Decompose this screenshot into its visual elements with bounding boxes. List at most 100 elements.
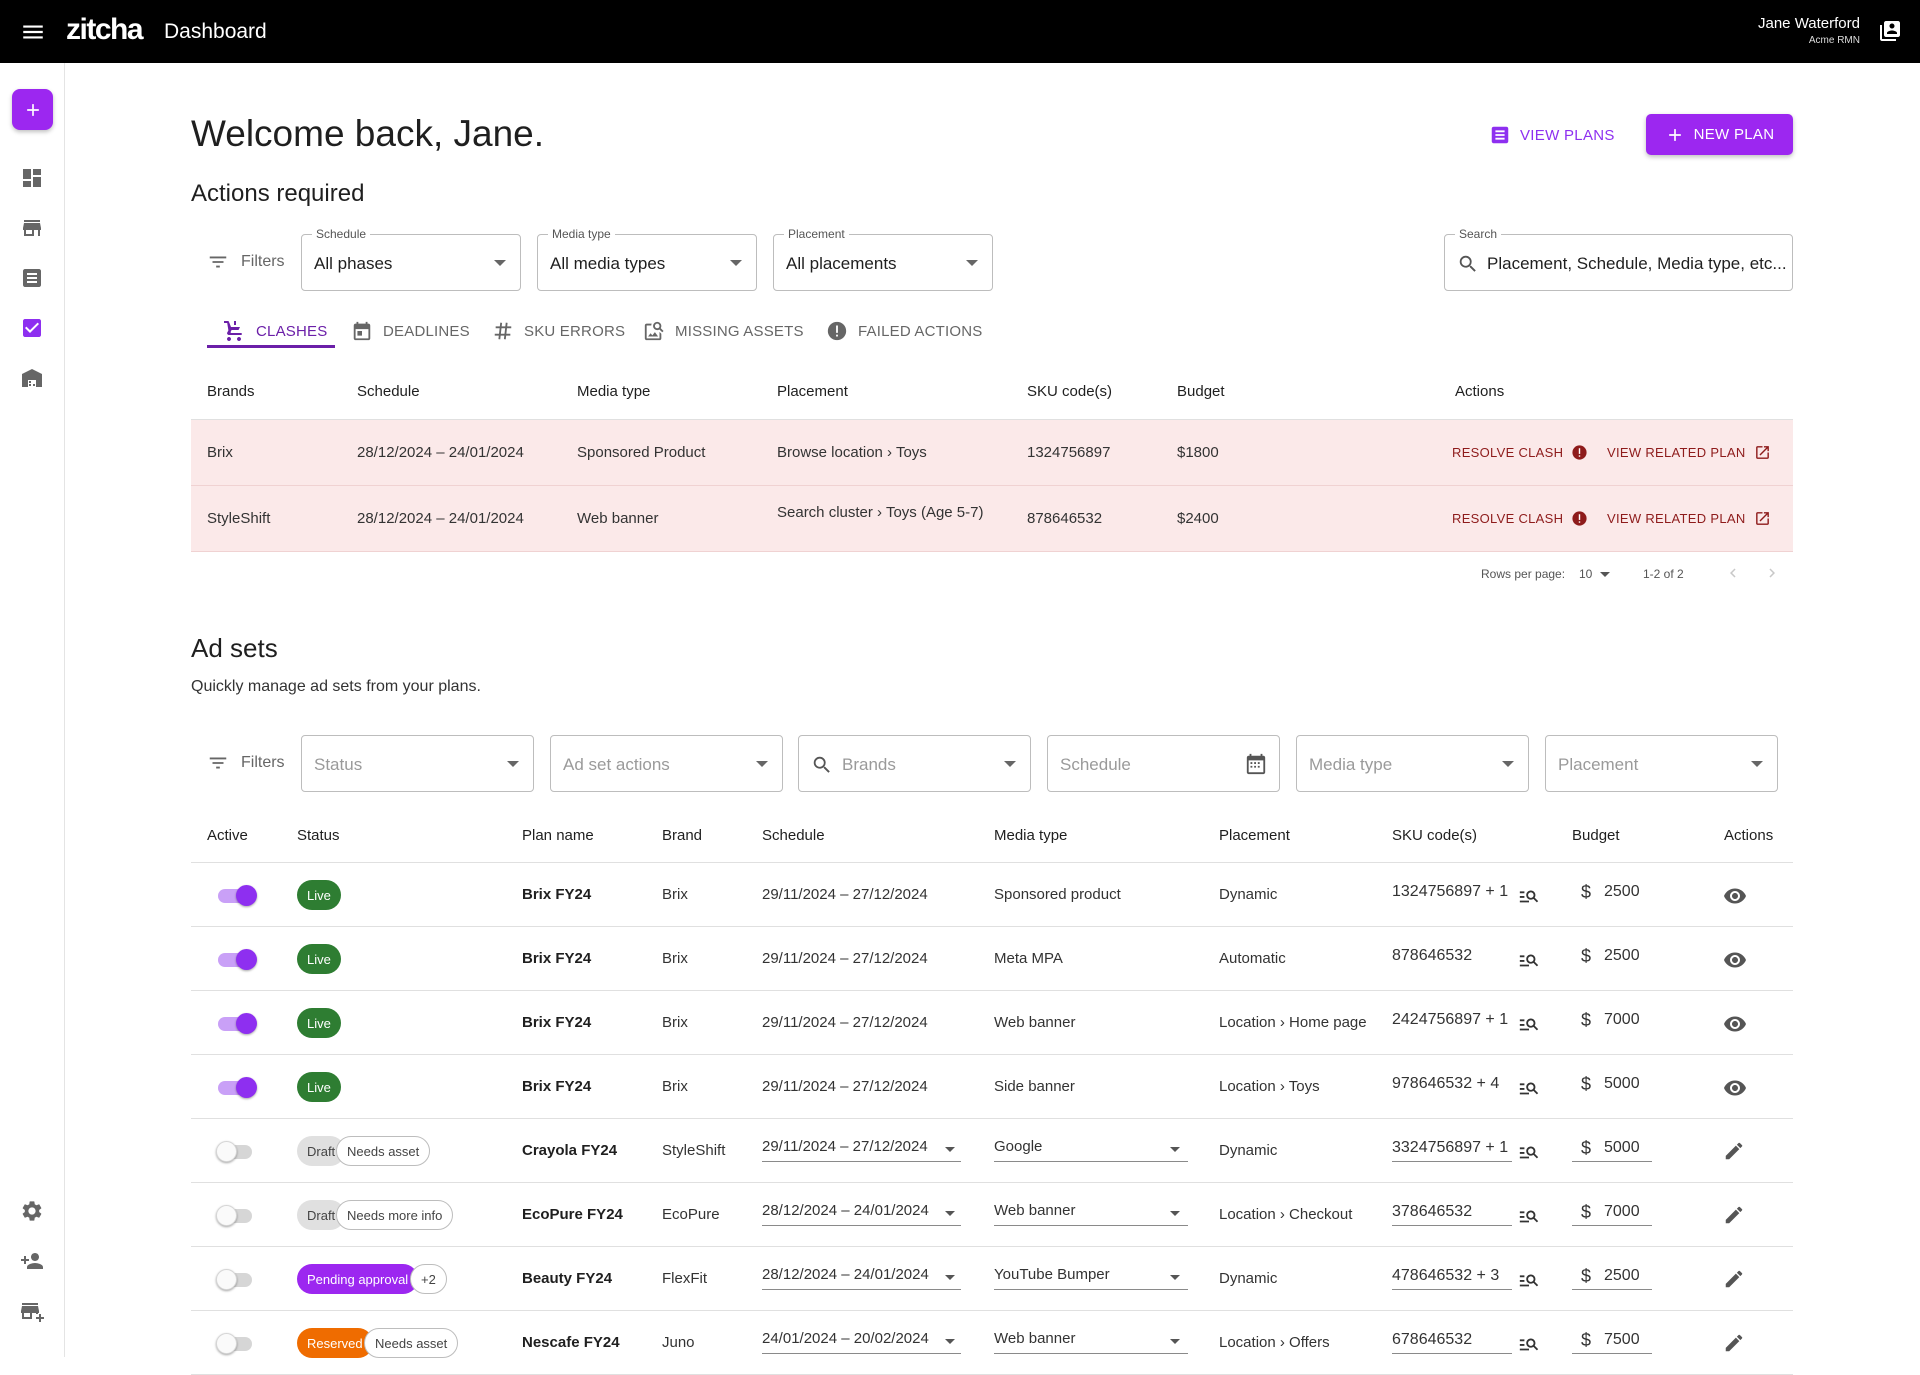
budget-field-underline[interactable] <box>1572 1353 1652 1354</box>
sku-field-underline[interactable] <box>1392 1353 1512 1354</box>
create-fab-button[interactable] <box>12 89 53 130</box>
more-status-chip[interactable]: +2 <box>410 1264 447 1294</box>
schedule-field-underline[interactable] <box>762 1225 961 1226</box>
add-store-icon[interactable] <box>20 1299 44 1323</box>
sku-search-icon[interactable] <box>1518 885 1540 907</box>
row-action[interactable] <box>1723 948 1747 972</box>
sku-field-underline[interactable] <box>1392 1225 1512 1226</box>
sku-search-icon[interactable] <box>1518 1269 1540 1291</box>
sku-search-icon[interactable] <box>1518 1013 1540 1035</box>
schedule-filter[interactable]: Schedule <box>1047 735 1280 792</box>
view-icon[interactable] <box>1723 948 1747 972</box>
placement-filter[interactable]: Placement <box>1545 735 1778 792</box>
tab-sku-errors[interactable]: SKU ERRORS <box>492 314 625 348</box>
rows-per-page-select[interactable]: 10 <box>1579 567 1611 581</box>
prev-page-icon[interactable] <box>1724 564 1742 582</box>
schedule-field-underline[interactable] <box>762 1161 961 1162</box>
tab-deadlines[interactable]: DEADLINES <box>351 314 470 348</box>
row-action[interactable] <box>1723 1012 1747 1036</box>
view-icon[interactable] <box>1723 1076 1747 1100</box>
status-filter[interactable]: Status <box>301 735 534 792</box>
budget-field-underline[interactable] <box>1572 1161 1652 1162</box>
tab-clashes[interactable]: CLASHES <box>222 314 327 348</box>
dashboard-icon[interactable] <box>20 166 44 190</box>
plan-name[interactable]: Crayola FY24 <box>522 1142 618 1159</box>
edit-icon[interactable] <box>1723 1332 1745 1354</box>
user-info[interactable]: Jane Waterford Acme RMN <box>1758 15 1860 46</box>
ad-sets-icon[interactable] <box>20 316 44 340</box>
media-type-select[interactable]: Media type All media types <box>537 227 757 291</box>
currency-symbol: $ <box>1581 882 1592 902</box>
view-related-plan-button[interactable]: VIEW RELATED PLAN <box>1607 444 1771 461</box>
schedule-field-underline[interactable] <box>762 1289 961 1290</box>
active-toggle[interactable] <box>216 883 257 907</box>
placement-select[interactable]: Placement All placements <box>773 227 993 291</box>
new-plan-button[interactable]: NEW PLAN <box>1646 114 1793 155</box>
plan-name[interactable]: Nescafe FY24 <box>522 1334 620 1351</box>
plan-name[interactable]: Brix FY24 <box>522 1014 592 1031</box>
tab-failed-actions[interactable]: FAILED ACTIONS <box>826 314 983 348</box>
settings-icon[interactable] <box>20 1199 44 1223</box>
store-icon[interactable] <box>20 216 44 240</box>
sku-field-underline[interactable] <box>1392 1289 1512 1290</box>
plan-name[interactable]: Brix FY24 <box>522 950 592 967</box>
view-icon[interactable] <box>1723 884 1747 908</box>
edit-icon[interactable] <box>1723 1204 1745 1226</box>
ad-set-actions-filter[interactable]: Ad set actions <box>550 735 783 792</box>
active-toggle[interactable] <box>216 1011 257 1035</box>
dropdown-caret-icon <box>945 1275 955 1280</box>
brands-filter[interactable]: Brands <box>798 735 1031 792</box>
menu-icon[interactable] <box>20 19 46 45</box>
edit-icon[interactable] <box>1723 1268 1745 1290</box>
actions-filters-button[interactable]: Filters <box>207 251 285 273</box>
budget-field-underline[interactable] <box>1572 1225 1652 1226</box>
plan-name[interactable]: Brix FY24 <box>522 886 592 903</box>
media-type-field-underline[interactable] <box>994 1225 1188 1226</box>
active-toggle[interactable] <box>216 947 257 971</box>
schedule-field-underline[interactable] <box>762 1353 961 1354</box>
view-related-plan-button[interactable]: VIEW RELATED PLAN <box>1607 510 1771 527</box>
resolve-clash-button[interactable]: RESOLVE CLASH <box>1452 444 1588 461</box>
sku-search-icon[interactable] <box>1518 1205 1540 1227</box>
sku-search-icon[interactable] <box>1518 949 1540 971</box>
media-type-filter[interactable]: Media type <box>1296 735 1529 792</box>
schedule-select[interactable]: Schedule All phases <box>301 227 521 291</box>
calendar-icon[interactable] <box>1245 753 1267 775</box>
next-page-icon[interactable] <box>1763 564 1781 582</box>
account-icon[interactable] <box>1878 19 1902 43</box>
plan-name[interactable]: EcoPure FY24 <box>522 1206 623 1223</box>
sku-search-icon[interactable] <box>1518 1077 1540 1099</box>
row-action[interactable] <box>1723 1268 1745 1290</box>
row-action[interactable] <box>1723 884 1747 908</box>
warehouse-icon[interactable] <box>20 366 44 390</box>
sku-search-icon[interactable] <box>1518 1333 1540 1355</box>
active-toggle[interactable] <box>216 1075 257 1099</box>
budget-field-underline[interactable] <box>1572 1289 1652 1290</box>
row-action[interactable] <box>1723 1140 1745 1162</box>
active-toggle[interactable] <box>216 1331 256 1355</box>
plans-list-icon[interactable] <box>20 266 44 290</box>
view-icon[interactable] <box>1723 1012 1747 1036</box>
app-logo[interactable]: zitcha <box>66 13 144 46</box>
active-toggle[interactable] <box>216 1139 256 1163</box>
sku-search-icon[interactable] <box>1518 1141 1540 1163</box>
media-type-field-underline[interactable] <box>994 1353 1188 1354</box>
sku-field-underline[interactable] <box>1392 1161 1512 1162</box>
add-user-icon[interactable] <box>20 1249 44 1273</box>
ad-set-row: Reserved Needs asset Nescafe FY24 Juno 2… <box>191 1311 1793 1375</box>
actions-search-field[interactable]: Search Placement, Schedule, Media type, … <box>1444 227 1793 291</box>
row-action[interactable] <box>1723 1332 1745 1354</box>
active-toggle[interactable] <box>216 1203 256 1227</box>
media-type-field-underline[interactable] <box>994 1161 1188 1162</box>
active-toggle[interactable] <box>216 1267 256 1291</box>
plan-name[interactable]: Brix FY24 <box>522 1078 592 1095</box>
view-plans-button[interactable]: VIEW PLANS <box>1489 122 1615 148</box>
tab-missing-assets[interactable]: MISSING ASSETS <box>643 314 804 348</box>
resolve-clash-button[interactable]: RESOLVE CLASH <box>1452 510 1588 527</box>
media-type-field-underline[interactable] <box>994 1289 1188 1290</box>
row-action[interactable] <box>1723 1204 1745 1226</box>
adsets-filters-button[interactable]: Filters <box>207 752 285 774</box>
edit-icon[interactable] <box>1723 1140 1745 1162</box>
plan-name[interactable]: Beauty FY24 <box>522 1270 613 1287</box>
row-action[interactable] <box>1723 1076 1747 1100</box>
